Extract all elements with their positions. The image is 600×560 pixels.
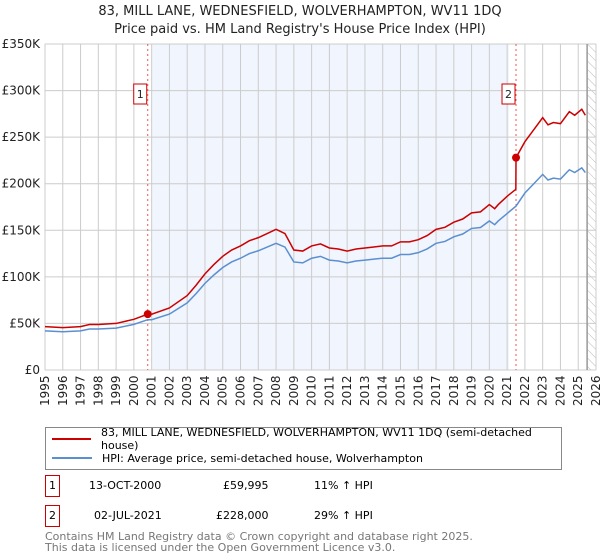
x-tick-label: 2021 (500, 375, 514, 406)
transaction-price: £59,995 (223, 479, 269, 492)
x-tick-label: 2010 (305, 375, 319, 406)
y-tick-label: £250K (2, 130, 42, 144)
y-tick-label: £200K (2, 177, 42, 191)
x-tick-label: 1997 (74, 375, 88, 406)
x-tick-label: 2002 (162, 375, 176, 406)
x-tick-label: 2018 (447, 375, 461, 406)
x-tick-label: 2005 (216, 375, 230, 406)
x-tick-label: 1996 (56, 375, 70, 406)
x-tick-label: 2009 (287, 375, 301, 406)
marker-badge: 1 (45, 475, 60, 497)
x-tick-label: 2012 (340, 375, 354, 406)
x-tick-label: 2000 (127, 375, 141, 406)
legend-label: HPI: Average price, semi-detached house,… (102, 451, 423, 465)
x-tick-label: 2016 (411, 375, 425, 406)
x-tick-label: 1998 (91, 375, 105, 406)
annotation-box (501, 83, 516, 105)
y-tick-label: £300K (2, 84, 42, 98)
x-tick-label: 2023 (536, 375, 550, 406)
legend-label: 83, MILL LANE, WEDNESFIELD, WOLVERHAMPTO… (101, 426, 532, 452)
x-tick-label: 2022 (518, 375, 532, 406)
y-tick-label: £0 (25, 363, 40, 377)
x-tick-label: 1999 (109, 375, 123, 406)
x-tick-label: 1995 (38, 375, 52, 406)
x-tick-label: 2026 (589, 375, 600, 406)
legend: 83, MILL LANE, WEDNESFIELD, WOLVERHAMPTO… (45, 426, 562, 470)
x-tick-label: 2025 (571, 375, 585, 406)
annotation-label: 1 (137, 88, 144, 101)
x-tick-label: 2008 (269, 375, 283, 406)
transaction-date: 13-OCT-2000 (89, 479, 162, 492)
x-tick-label: 2006 (234, 375, 248, 406)
x-tick-label: 2001 (145, 375, 159, 406)
y-tick-label: £350K (2, 37, 42, 51)
transaction-hpi: 11% ↑ HPI (314, 479, 373, 492)
transaction-price: £228,000 (216, 509, 269, 522)
x-tick-label: 2015 (393, 375, 407, 406)
sale-point (512, 153, 521, 162)
x-tick-label: 2024 (553, 375, 567, 406)
x-tick-label: 2003 (180, 375, 194, 406)
annotation-label: 2 (505, 88, 512, 101)
y-tick-label: £150K (2, 223, 42, 237)
footer-copyright: Contains HM Land Registry data © Crown c… (45, 530, 473, 543)
legend-swatch-red (52, 438, 91, 440)
y-tick-label: £50K (9, 316, 41, 330)
chart-title: 83, MILL LANE, WEDNESFIELD, WOLVERHAMPTO… (98, 4, 502, 19)
x-tick-label: 2004 (198, 375, 212, 406)
marker-badge: 2 (45, 505, 60, 527)
x-tick-label: 2020 (482, 375, 496, 406)
x-tick-label: 2019 (465, 375, 479, 406)
transaction-date: 02-JUL-2021 (94, 509, 162, 522)
x-tick-label: 2011 (322, 375, 336, 406)
sale-point (143, 310, 152, 319)
forecast-hatch (587, 44, 596, 370)
footer-licence: This data is licensed under the Open Gov… (45, 541, 396, 554)
legend-swatch-blue (52, 457, 92, 459)
footer: Contains HM Land Registry data © Crown c… (45, 531, 473, 553)
x-tick-label: 2007 (251, 375, 265, 406)
annotation-box (133, 83, 148, 105)
legend-item-property: 83, MILL LANE, WEDNESFIELD, WOLVERHAMPTO… (52, 426, 561, 452)
hpi-line (44, 166, 586, 333)
transaction-hpi: 29% ↑ HPI (314, 509, 373, 522)
legend-item-hpi: HPI: Average price, semi-detached house,… (52, 449, 423, 467)
x-tick-label: 2017 (429, 375, 443, 406)
shaded-region (151, 44, 509, 370)
chart-subtitle: Price paid vs. HM Land Registry's House … (114, 22, 486, 37)
x-tick-label: 2013 (358, 375, 372, 406)
x-tick-label: 2014 (376, 375, 390, 406)
price-chart: 1995 1996 1997 1998 1999 2000 2001 2002 2003 2004… (2, 37, 600, 406)
y-tick-label: £100K (2, 270, 42, 284)
